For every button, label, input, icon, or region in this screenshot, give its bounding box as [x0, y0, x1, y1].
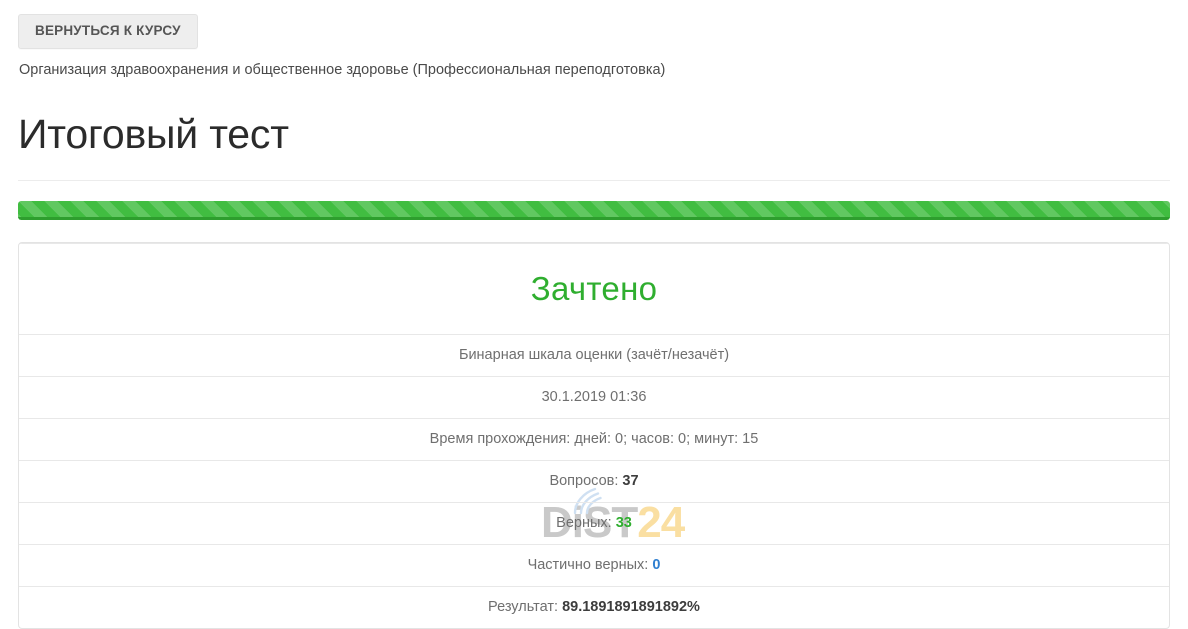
quiz-result-page: ВЕРНУТЬСЯ К КУРСУ Организация здравоохра… [18, 14, 1170, 629]
result-correct-row: Верных: 33 [19, 502, 1169, 544]
quiz-progress-bar-fill [18, 201, 1170, 221]
result-partial-value: 0 [652, 557, 661, 574]
result-verdict: Зачтено [530, 270, 658, 308]
result-questions-label: Вопросов: [549, 473, 619, 490]
result-partial-row: Частично верных: 0 [19, 544, 1169, 586]
back-to-course-button[interactable]: ВЕРНУТЬСЯ К КУРСУ [18, 14, 198, 49]
result-score-label: Результат: [488, 599, 559, 616]
result-correct-label: Верных: [556, 515, 612, 532]
result-duration-row: Время прохождения: дней: 0; часов: 0; ми… [19, 418, 1169, 460]
result-questions-value: 37 [622, 473, 639, 490]
course-name: Организация здравоохранения и общественн… [19, 61, 666, 78]
result-datetime-row: 30.1.2019 01:36 [19, 376, 1169, 418]
page-title: Итоговый тест [18, 111, 289, 158]
result-correct-value: 33 [615, 515, 632, 532]
result-score-value: 89.1891891891892% [562, 599, 700, 616]
title-divider [18, 180, 1170, 182]
result-scale-row: Бинарная шкала оценки (зачёт/незачёт) [19, 334, 1169, 376]
result-questions-row: Вопросов: 37 [19, 460, 1169, 502]
result-verdict-row: Зачтено [19, 243, 1169, 334]
quiz-progress-bar [18, 201, 1170, 221]
result-score-row: Результат: 89.1891891891892% [19, 586, 1169, 628]
result-partial-label: Частично верных: [527, 557, 649, 574]
